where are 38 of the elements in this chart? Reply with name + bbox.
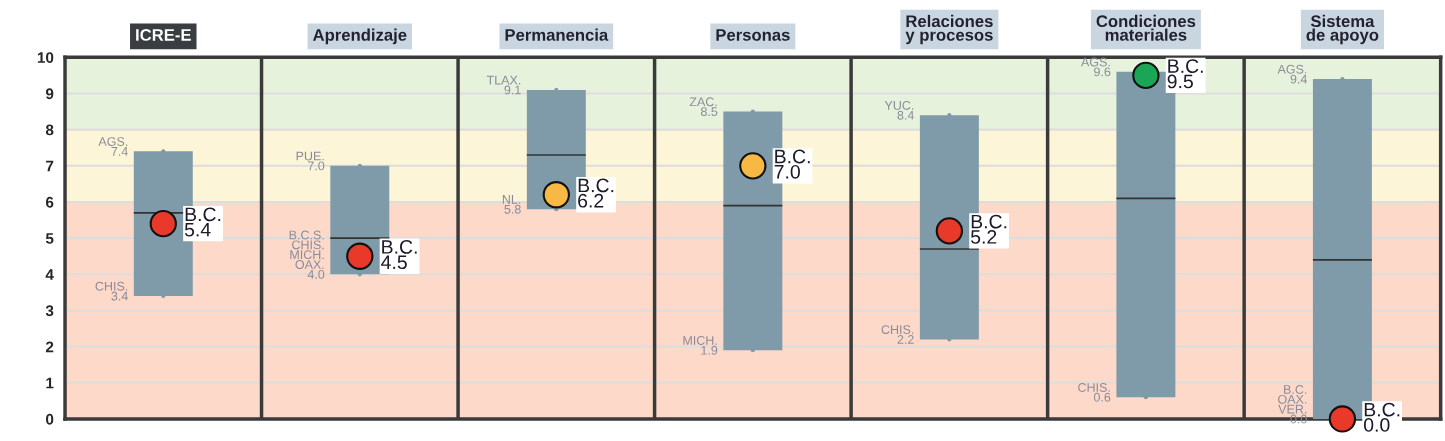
data-label: B.C. 6.2	[578, 178, 614, 208]
annotation: CHIS. 2.2	[881, 325, 914, 344]
y-tick-label: 0	[46, 413, 54, 425]
x-tick-label: Permanencia	[505, 28, 609, 41]
annotation: YUC. 8.4	[884, 100, 914, 120]
x-tick-label: Personas	[716, 29, 790, 41]
data-label: B.C. 0.0	[1364, 402, 1400, 432]
data-label: B.C. 4.5	[381, 240, 417, 270]
y-tick-label: 4	[45, 269, 54, 280]
y-tick-label: 6	[45, 196, 54, 208]
annotation: CHIS. 0.6	[1078, 383, 1111, 402]
x-tick-label: Aprendizaje	[312, 28, 407, 45]
data-label: B.C. 5.4	[184, 207, 221, 237]
annotation: AGS. 9.4	[1277, 64, 1308, 84]
annotation: NL. 5.8	[502, 195, 521, 214]
annotation: AGS. 9.6	[1081, 57, 1111, 77]
x-tick-label: ICRE-E	[136, 29, 191, 41]
y-tick-label: 7	[46, 160, 54, 172]
data-label: B.C. 5.2	[970, 214, 1007, 244]
annotation: PUE. 7.0	[296, 151, 325, 171]
annotation: CHIS. 3.4	[95, 281, 128, 301]
y-tick-label: 5	[45, 233, 54, 244]
annotation: MICH. 1.9	[683, 336, 718, 355]
y-tick-label: 1	[46, 377, 54, 389]
x-tick-label: Relaciones y procesos	[905, 14, 993, 45]
y-tick-label: 2	[45, 341, 54, 353]
y-tick-label: 10	[37, 52, 54, 64]
annotation: B.C.S. CHIS. MICH. OAX. 4.0	[289, 230, 325, 279]
x-tick-label: Condiciones materiales	[1096, 14, 1196, 41]
y-tick-label: 9	[45, 88, 54, 100]
x-tick-label: Sistema de apoyo	[1306, 14, 1379, 45]
annotation: AGS. 7.4	[98, 137, 128, 156]
data-label: B.C. 7.0	[774, 149, 810, 179]
y-tick-label: 8	[45, 124, 54, 136]
annotation: TLAX. 9.1	[486, 75, 521, 95]
annotation: ZAC. 8.5	[689, 97, 718, 117]
data-label: B.C. 9.5	[1167, 59, 1203, 89]
y-tick-label: 3	[45, 305, 54, 317]
